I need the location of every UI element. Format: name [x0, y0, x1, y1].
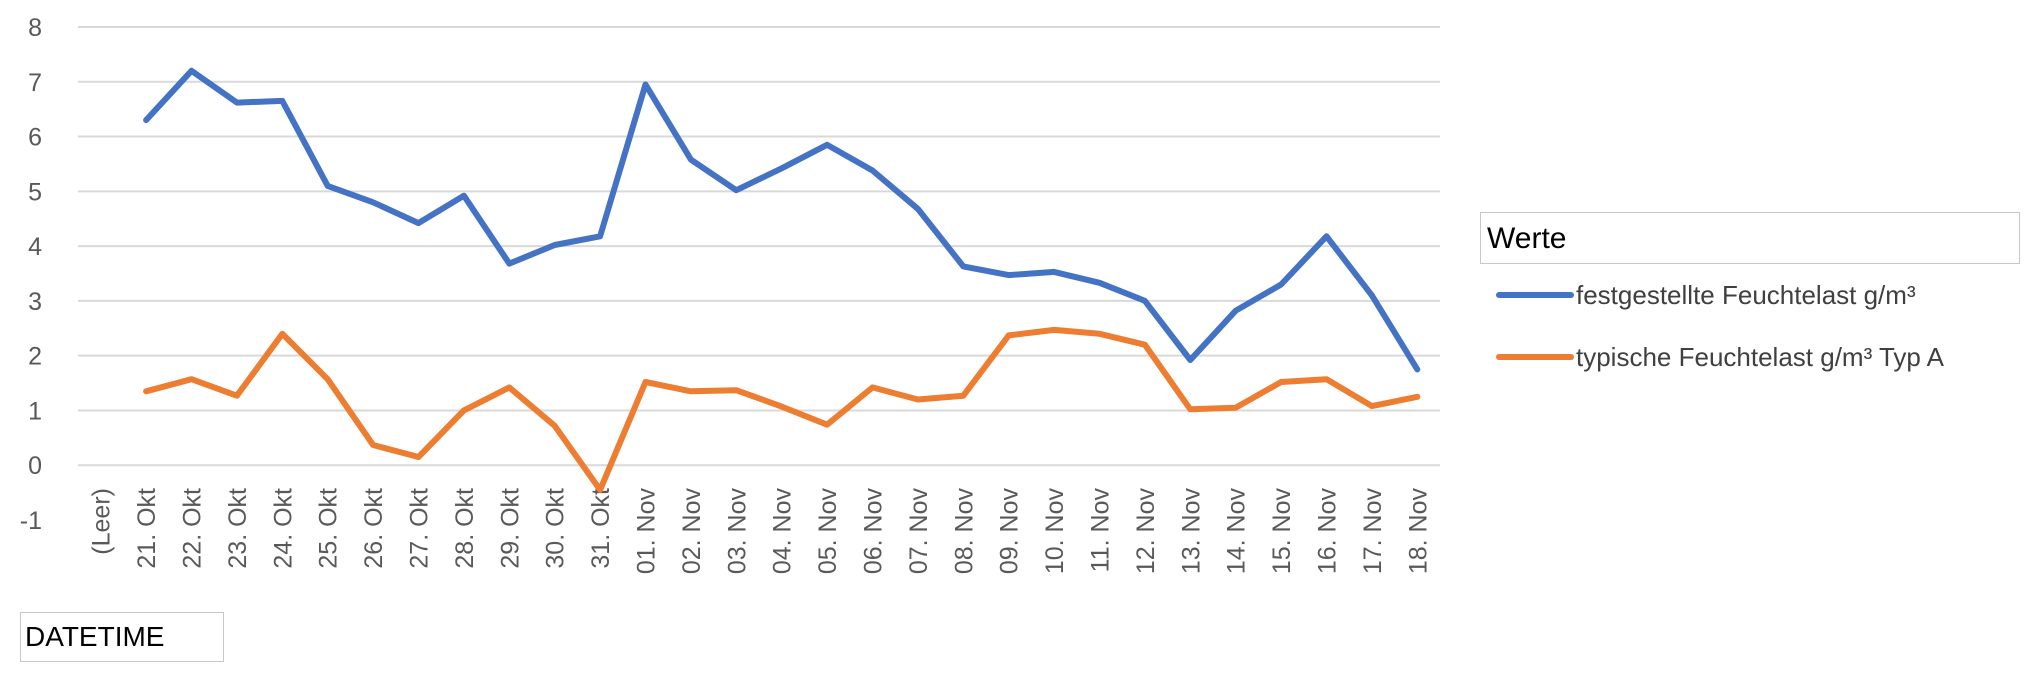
y-tick-label: 3 — [28, 288, 42, 316]
x-tick-label: 14. Nov — [1223, 488, 1251, 575]
x-tick-label: 17. Nov — [1359, 488, 1387, 575]
x-tick-label: 30. Okt — [542, 488, 570, 569]
x-tick-label: 26. Okt — [360, 488, 388, 569]
x-tick-label: 11. Nov — [1087, 488, 1115, 573]
datetime-field-button[interactable]: DATETIME — [20, 612, 224, 662]
x-tick-label: 10. Nov — [1041, 488, 1069, 575]
x-tick-label: 12. Nov — [1132, 488, 1160, 575]
series-layer — [143, 67, 1421, 493]
x-tick-label: 18. Nov — [1404, 488, 1432, 575]
x-tick-label: 01. Nov — [633, 488, 661, 575]
x-tick-label: 03. Nov — [723, 488, 751, 575]
x-tick-label: 29. Okt — [496, 488, 524, 569]
y-tick-label: 1 — [28, 397, 42, 425]
legend-swatch-orange — [1496, 354, 1574, 360]
legend-item-festgestellte: festgestellte Feuchtelast g/m³ — [1480, 264, 2020, 326]
legend[interactable]: Werte festgestellte Feuchtelast g/m³ typ… — [1480, 212, 2020, 388]
y-tick-label: 2 — [28, 343, 42, 371]
y-tick-label: 5 — [28, 178, 42, 206]
legend-swatch-blue — [1496, 292, 1574, 298]
x-tick-label: 22. Okt — [179, 488, 207, 569]
x-tick-label: 06. Nov — [860, 488, 888, 575]
y-tick-label: 0 — [28, 452, 42, 480]
series-line-festgestellte — [143, 67, 1421, 373]
y-tick-label: 6 — [28, 124, 42, 152]
x-tick-label: 04. Nov — [769, 488, 797, 575]
legend-title-button[interactable]: Werte — [1480, 212, 2020, 264]
x-tick-label: 08. Nov — [950, 488, 978, 575]
y-tick-label: -1 — [20, 507, 42, 535]
x-tick-label: 15. Nov — [1268, 488, 1296, 575]
x-tick-label: 27. Okt — [406, 488, 434, 569]
x-tick-label: 05. Nov — [814, 488, 842, 575]
x-tick-label: 13. Nov — [1177, 488, 1205, 575]
x-tick-label: 09. Nov — [996, 488, 1024, 575]
x-tick-label: 21. Okt — [133, 488, 161, 569]
x-tick-label: 31. Okt — [587, 488, 615, 569]
legend-item-typische: typische Feuchtelast g/m³ Typ A — [1480, 326, 2020, 388]
x-axis-ticks: (Leer) 21. Okt 22. Okt 23. Okt 24. Okt 25. Ok… — [88, 488, 1433, 575]
x-tick-label: (Leer) — [88, 488, 116, 555]
series-line-typische — [143, 326, 1421, 493]
legend-label: typische Feuchtelast g/m³ Typ A — [1576, 341, 1945, 372]
x-tick-label: 02. Nov — [678, 488, 706, 575]
y-tick-label: 8 — [28, 14, 42, 42]
x-tick-label: 16. Nov — [1314, 488, 1342, 575]
y-axis-ticks: -1 0 1 2 3 4 5 6 7 8 — [20, 14, 42, 535]
y-tick-label: 4 — [28, 233, 42, 261]
x-tick-label: 23. Okt — [224, 488, 252, 569]
x-tick-label: 25. Okt — [315, 488, 343, 569]
legend-label: festgestellte Feuchtelast g/m³ — [1576, 279, 1916, 310]
x-tick-label: 07. Nov — [905, 488, 933, 575]
x-tick-label: 28. Okt — [451, 488, 479, 569]
y-tick-label: 7 — [28, 69, 42, 97]
x-tick-label: 24. Okt — [269, 488, 297, 569]
